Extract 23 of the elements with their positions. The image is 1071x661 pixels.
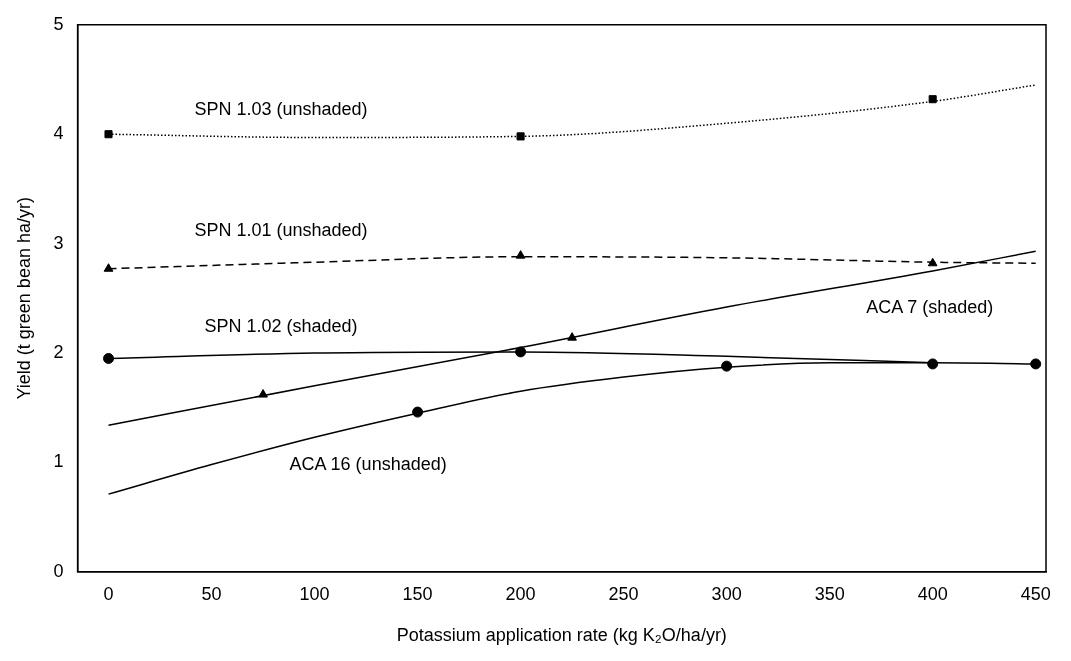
series-label: ACA 16 (unshaded)	[289, 453, 447, 474]
x-tick-label: 200	[505, 583, 536, 604]
x-tick-label: 50	[201, 583, 222, 604]
y-tick-label: 2	[53, 341, 64, 362]
series-label: SPN 1.02 (shaded)	[204, 315, 358, 336]
x-tick-label: 150	[402, 583, 433, 604]
y-tick-label: 4	[53, 123, 64, 144]
series-label: SPN 1.03 (unshaded)	[194, 98, 368, 119]
series-label: ACA 7 (shaded)	[866, 297, 994, 318]
y-axis-title: Yield (t green bean ha/yr)	[13, 197, 34, 400]
x-tick-label: 0	[103, 583, 114, 604]
x-tick-label: 400	[917, 583, 948, 604]
x-tick-label: 450	[1020, 583, 1051, 604]
x-tick-label: 300	[711, 583, 742, 604]
x-tick-label: 100	[299, 583, 330, 604]
x-axis-title: Potassium application rate (kg K₂O/ha/yr)	[396, 625, 727, 646]
x-tick-label: 250	[608, 583, 639, 604]
series-label: SPN 1.01 (unshaded)	[194, 220, 368, 241]
y-tick-label: 3	[53, 232, 64, 253]
x-tick-label: 350	[814, 583, 845, 604]
y-tick-label: 1	[53, 451, 64, 472]
y-tick-label: 0	[53, 560, 64, 581]
y-tick-label: 5	[53, 13, 64, 34]
